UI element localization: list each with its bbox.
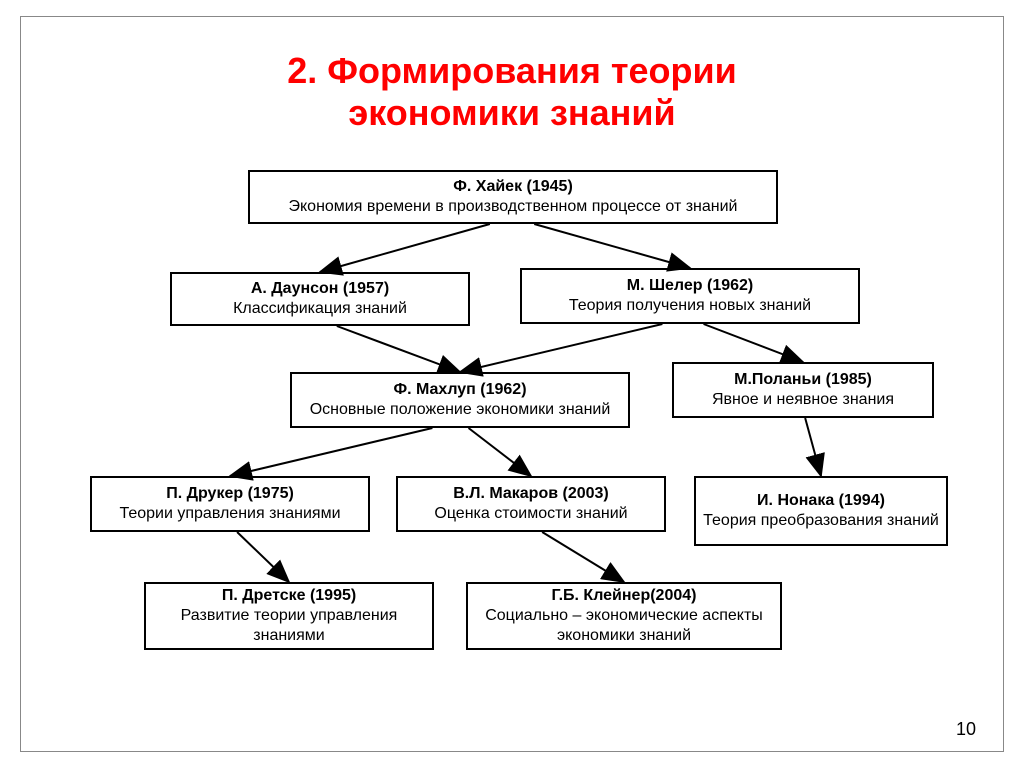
node-scheler-head: М. Шелер (1962) <box>627 276 754 296</box>
node-polanyi-head: М.Поланьи (1985) <box>734 370 872 390</box>
node-polanyi: М.Поланьи (1985)Явное и неявное знания <box>672 362 934 418</box>
node-drucker-head: П. Друкер (1975) <box>166 484 294 504</box>
node-dawson-sub: Классификация знаний <box>233 299 407 319</box>
node-kleiner-sub: Социально – экономические аспекты эконом… <box>474 606 774 646</box>
page-number: 10 <box>956 719 976 740</box>
node-kleiner-head: Г.Б. Клейнер(2004) <box>552 586 697 606</box>
node-makarov-sub: Оценка стоимости знаний <box>434 504 627 524</box>
node-makarov-head: В.Л. Макаров (2003) <box>453 484 609 504</box>
node-dretske: П. Дретске (1995)Развитие теории управле… <box>144 582 434 650</box>
node-scheler: М. Шелер (1962)Теория получения новых зн… <box>520 268 860 324</box>
node-hayek-head: Ф. Хайек (1945) <box>453 177 573 197</box>
node-hayek: Ф. Хайек (1945)Экономия времени в произв… <box>248 170 778 224</box>
node-dawson: А. Даунсон (1957)Классификация знаний <box>170 272 470 326</box>
node-machlup-head: Ф. Махлуп (1962) <box>393 380 526 400</box>
node-nonaka-head: И. Нонака (1994) <box>757 491 885 511</box>
node-machlup-sub: Основные положение экономики знаний <box>310 400 611 420</box>
node-scheler-sub: Теория получения новых знаний <box>569 296 811 316</box>
node-dretske-sub: Развитие теории управления знаниями <box>152 606 426 646</box>
node-kleiner: Г.Б. Клейнер(2004)Социально – экономичес… <box>466 582 782 650</box>
node-polanyi-sub: Явное и неявное знания <box>712 390 894 410</box>
node-nonaka-sub: Теория преобразования знаний <box>703 511 939 531</box>
node-machlup: Ф. Махлуп (1962)Основные положение эконо… <box>290 372 630 428</box>
node-dretske-head: П. Дретске (1995) <box>222 586 356 606</box>
node-drucker: П. Друкер (1975)Теории управления знания… <box>90 476 370 532</box>
node-dawson-head: А. Даунсон (1957) <box>251 279 389 299</box>
node-drucker-sub: Теории управления знаниями <box>119 504 340 524</box>
node-hayek-sub: Экономия времени в производственном проц… <box>288 197 737 217</box>
slide-title: 2. Формирования теории экономики знаний <box>0 50 1024 134</box>
node-makarov: В.Л. Макаров (2003)Оценка стоимости знан… <box>396 476 666 532</box>
node-nonaka: И. Нонака (1994)Теория преобразования зн… <box>694 476 948 546</box>
